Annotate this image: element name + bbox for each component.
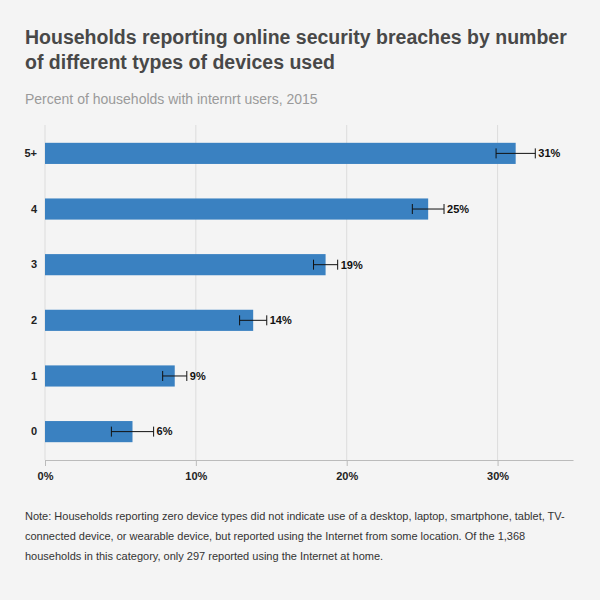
x-tick-label: 0% xyxy=(38,470,54,482)
error-bar-cap xyxy=(162,371,163,381)
subtitle: Percent of households with internrt user… xyxy=(25,91,318,107)
data-labels: 31% 25% 19% 14% 9% 6% xyxy=(157,147,561,437)
error-bar-cap xyxy=(153,427,154,437)
error-bar-cap xyxy=(337,260,338,270)
error-bar-line xyxy=(412,209,444,210)
y-tick: 2 xyxy=(31,314,37,326)
error-bar xyxy=(496,148,535,158)
note: Note: Households reporting zero device t… xyxy=(25,506,580,566)
bar xyxy=(45,254,326,275)
y-tick-label: 3 xyxy=(31,258,37,270)
error-bar-cap xyxy=(496,148,497,158)
grid-line xyxy=(346,125,347,460)
y-tick: 3 xyxy=(31,258,37,270)
error-bar-cap xyxy=(111,427,112,437)
y-tick: 1 xyxy=(31,369,37,381)
x-axis: 0% 10% 20% 30% xyxy=(38,460,574,482)
x-tick-label: 30% xyxy=(487,470,509,482)
bar xyxy=(45,310,253,331)
x-tick: 20% xyxy=(336,460,358,482)
x-tick-mark xyxy=(45,460,46,466)
data-label: 14% xyxy=(270,314,292,326)
chart-container: Households reporting online security bre… xyxy=(0,0,600,600)
y-axis: 5+ 4 3 2 1 0 xyxy=(24,147,37,437)
bar xyxy=(45,198,428,219)
bar xyxy=(45,143,516,164)
grid-line xyxy=(195,125,196,460)
x-tick-mark xyxy=(498,460,499,466)
error-bar-line xyxy=(240,320,267,321)
x-tick: 10% xyxy=(185,460,207,482)
y-tick-label: 2 xyxy=(31,314,37,326)
data-label: 31% xyxy=(538,147,560,159)
plot-area xyxy=(45,143,535,442)
title: Households reporting online security bre… xyxy=(25,26,567,73)
error-bar-line xyxy=(314,264,338,265)
grid-line xyxy=(45,125,46,460)
bar xyxy=(45,365,175,386)
x-tick-mark xyxy=(347,460,348,466)
data-label: 6% xyxy=(157,425,173,437)
y-tick-label: 1 xyxy=(31,369,37,381)
error-bar-cap xyxy=(412,204,413,214)
error-bar xyxy=(314,260,338,270)
x-tick-label: 20% xyxy=(336,470,358,482)
error-bar-cap xyxy=(239,315,240,325)
y-tick: 5+ xyxy=(24,147,37,159)
y-tick-label: 5+ xyxy=(24,147,37,159)
error-bar-cap xyxy=(186,371,187,381)
title-line: Households reporting online security bre… xyxy=(25,26,567,48)
x-tick: 30% xyxy=(487,460,509,482)
data-label: 19% xyxy=(341,259,363,271)
error-bar-cap xyxy=(313,260,314,270)
y-tick-label: 0 xyxy=(31,425,37,437)
y-tick-label: 4 xyxy=(31,203,38,215)
title-line: of different types of devices used xyxy=(25,51,335,73)
grid-line xyxy=(497,125,498,460)
error-bar xyxy=(412,204,444,214)
error-bar xyxy=(163,371,187,381)
error-bar-cap xyxy=(266,315,267,325)
y-tick: 0 xyxy=(31,425,37,437)
error-bar-line xyxy=(496,153,535,154)
data-label: 25% xyxy=(447,203,469,215)
grid xyxy=(45,125,498,460)
x-tick-mark xyxy=(196,460,197,466)
x-tick: 0% xyxy=(38,460,54,482)
error-bar-cap xyxy=(535,148,536,158)
error-bar-line xyxy=(163,375,187,376)
x-axis-line xyxy=(46,460,574,461)
error-bar-cap xyxy=(444,204,445,214)
error-bar-line xyxy=(111,431,153,432)
error-bar xyxy=(240,315,267,325)
error-bar xyxy=(111,427,153,437)
x-tick-label: 10% xyxy=(185,470,207,482)
y-tick: 4 xyxy=(31,203,38,215)
data-label: 9% xyxy=(190,370,206,382)
